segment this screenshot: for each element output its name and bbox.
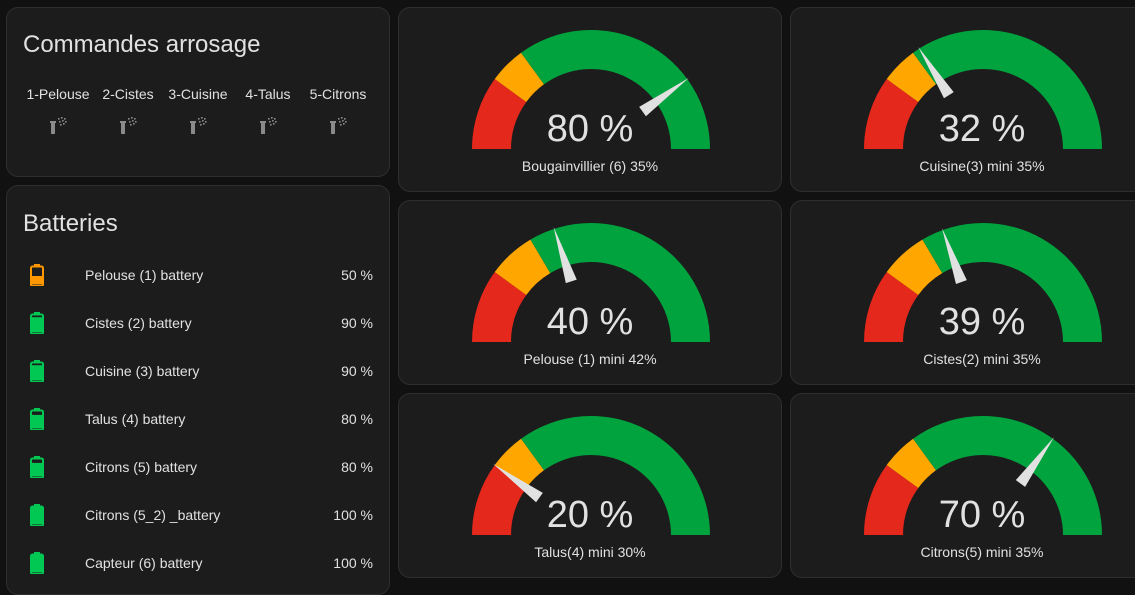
gauge-value: 20 % (546, 494, 634, 536)
gauge-value: 80 % (546, 108, 634, 150)
gauge-value: 39 % (938, 301, 1026, 343)
gauge-orange-segment (886, 239, 943, 295)
battery-value: 90 % (341, 315, 373, 331)
gauge-needle (639, 77, 689, 117)
battery-icon (30, 456, 44, 478)
gauge-value: 40 % (546, 301, 634, 343)
gauge-needle (942, 228, 967, 284)
command-button-pelouse[interactable]: 1-Pelouse (23, 86, 93, 134)
commands-card-title: Commandes arrosage (23, 31, 261, 58)
gauge-dial (864, 223, 1102, 342)
command-button-citrons[interactable]: 5-Citrons (303, 86, 373, 134)
command-label: 5-Citrons (309, 86, 367, 102)
gauge-green-segment (521, 29, 710, 149)
battery-value: 80 % (341, 411, 373, 427)
gauge-green-segment (913, 416, 1102, 535)
command-button-cistes[interactable]: 2-Cistes (93, 86, 163, 134)
command-label: 2-Cistes (102, 86, 154, 102)
gauge-green-segment (913, 29, 1102, 149)
battery-row-cuisine[interactable]: Cuisine (3) battery 90 % (29, 356, 373, 386)
battery-name: Capteur (6) battery (85, 555, 203, 571)
gauge-orange-segment (886, 438, 936, 488)
battery-icon (30, 504, 44, 526)
battery-icon (30, 360, 44, 382)
battery-name: Citrons (5) battery (85, 459, 198, 475)
sprinkler-icon (50, 117, 67, 134)
battery-row-pelouse[interactable]: Pelouse (1) battery 50 % (29, 260, 373, 290)
battery-icon (30, 312, 44, 334)
batteries-card-title: Batteries (23, 210, 118, 237)
battery-name: Pelouse (1) battery (85, 267, 204, 283)
gauge-red-segment (864, 272, 919, 342)
battery-value: 80 % (341, 459, 373, 475)
gauge-orange-segment (494, 438, 544, 488)
gauge-red-segment (472, 79, 527, 149)
gauge-name: Pelouse (1) mini 42% (523, 351, 657, 367)
command-label: 1-Pelouse (26, 86, 90, 102)
sprinkler-icon (190, 117, 207, 134)
battery-value: 100 % (333, 555, 373, 571)
battery-value: 90 % (341, 363, 373, 379)
battery-row-capteur[interactable]: Capteur (6) battery 100 % (29, 548, 373, 578)
gauge-green-segment (922, 223, 1102, 342)
gauge-name: Bougainvillier (6) 35% (521, 158, 659, 174)
gauge-name: Cistes(2) mini 35% (923, 351, 1041, 367)
gauge-card-cuisine[interactable]: 32 % Cuisine(3) mini 35% (790, 7, 1135, 192)
battery-row-talus[interactable]: Talus (4) battery 80 % (29, 404, 373, 434)
battery-name: Cuisine (3) battery (85, 363, 200, 379)
battery-row-citrons-2[interactable]: Citrons (5_2) _battery 100 % (29, 500, 373, 530)
command-button-cuisine[interactable]: 3-Cuisine (163, 86, 233, 134)
gauge-card-talus[interactable]: 20 % Talus(4) mini 30% (398, 393, 782, 578)
sprinkler-icon (120, 117, 137, 134)
battery-name: Citrons (5_2) _battery (85, 507, 221, 523)
gauge-red-segment (864, 465, 919, 535)
gauge-needle (493, 463, 543, 503)
gauge-card-pelouse[interactable]: 40 % Pelouse (1) mini 42% (398, 200, 782, 385)
gauge-dial (864, 29, 1102, 149)
gauge-dial (472, 29, 710, 149)
battery-row-cistes[interactable]: Cistes (2) battery 90 % (29, 308, 373, 338)
battery-icon (30, 408, 44, 430)
command-label: 4-Talus (245, 86, 291, 102)
battery-value: 50 % (341, 267, 373, 283)
gauge-card-bougainvillier[interactable]: 80 % Bougainvillier (6) 35% (398, 7, 782, 192)
gauge-needle (918, 46, 954, 99)
gauge-dial (472, 223, 710, 342)
gauge-orange-segment (494, 239, 551, 295)
gauge-green-segment (521, 416, 710, 535)
battery-row-citrons[interactable]: Citrons (5) battery 80 % (29, 452, 373, 482)
gauge-card-citrons[interactable]: 70 % Citrons(5) mini 35% (790, 393, 1135, 578)
commands-card: Commandes arrosage 1-Pelouse 2-Cistes 3-… (6, 7, 390, 177)
command-button-talus[interactable]: 4-Talus (233, 86, 303, 134)
battery-value: 100 % (333, 507, 373, 523)
gauge-dial (864, 416, 1102, 535)
gauge-orange-segment (886, 52, 936, 102)
gauge-name: Cuisine(3) mini 35% (919, 158, 1045, 174)
gauge-red-segment (864, 79, 919, 149)
gauge-red-segment (472, 272, 527, 342)
gauge-name: Citrons(5) mini 35% (920, 544, 1044, 560)
sprinkler-icon (260, 117, 277, 134)
commands-row: 1-Pelouse 2-Cistes 3-Cuisine 4-Talus 5-C… (23, 86, 381, 134)
gauge-value: 32 % (938, 108, 1026, 150)
battery-icon (30, 264, 44, 286)
gauge-orange-segment (494, 52, 544, 102)
gauge-needle (1015, 437, 1055, 487)
batteries-card: Batteries Pelouse (1) battery 50 % Ciste… (6, 185, 390, 595)
gauge-value: 70 % (938, 494, 1026, 536)
gauge-name: Talus(4) mini 30% (534, 544, 646, 560)
battery-icon (30, 552, 44, 574)
gauge-red-segment (472, 465, 527, 535)
battery-name: Talus (4) battery (85, 411, 186, 427)
sprinkler-icon (330, 117, 347, 134)
battery-name: Cistes (2) battery (85, 315, 192, 331)
gauge-card-cistes[interactable]: 39 % Cistes(2) mini 35% (790, 200, 1135, 385)
gauge-dial (472, 416, 710, 535)
command-label: 3-Cuisine (168, 86, 228, 102)
gauge-green-segment (530, 223, 710, 342)
gauge-needle (553, 226, 577, 284)
